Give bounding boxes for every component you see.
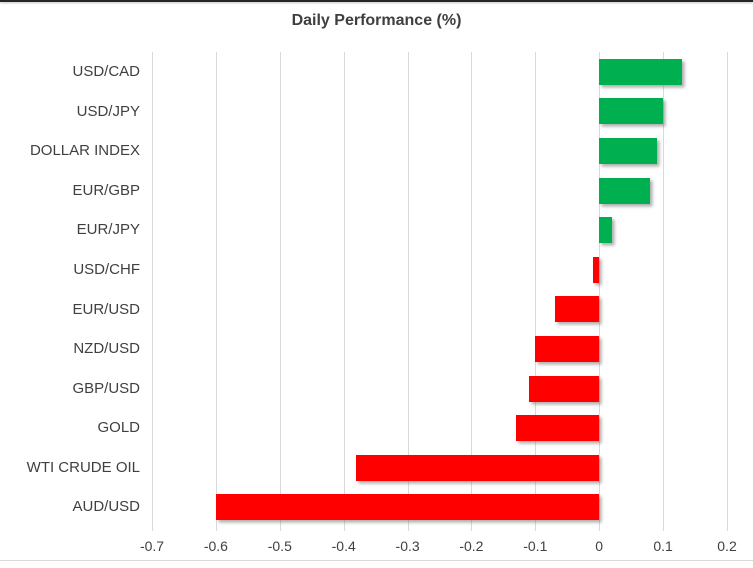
category-label-dollar-index: DOLLAR INDEX xyxy=(29,142,140,160)
x-tick-label--0.6: -0.6 xyxy=(203,538,228,554)
gridline-x--0.1 xyxy=(535,52,537,531)
gridline-x-0.1 xyxy=(663,52,665,531)
category-label-usd-cad: USD/CAD xyxy=(72,63,140,80)
category-label-eur-gbp: EUR/GBP xyxy=(72,181,140,199)
bar-usd-jpy xyxy=(599,98,664,125)
x-tick-label--0.1: -0.1 xyxy=(523,538,548,554)
bar-eur-gbp xyxy=(599,177,651,204)
bar-eur-jpy xyxy=(599,217,612,244)
bar-dollar-index xyxy=(599,138,657,164)
x-tick-label-0: 0 xyxy=(595,538,604,554)
x-tick-label-0.2: 0.2 xyxy=(717,538,737,554)
gridline-x--0.4 xyxy=(343,52,345,531)
category-label-nzd-usd: NZD/USD xyxy=(73,340,140,358)
category-label-gold: GOLD xyxy=(97,419,140,437)
bar-eur-usd xyxy=(554,296,600,323)
gridline-x-0 xyxy=(599,52,601,531)
category-label-usd-chf: USD/CHF xyxy=(73,260,140,278)
gridline-x--0.7 xyxy=(152,52,153,531)
category-label-usd-jpy: USD/JPY xyxy=(76,102,140,120)
x-tick-label--0.2: -0.2 xyxy=(459,538,484,554)
gridline-x--0.6 xyxy=(215,52,217,531)
gridline-x-0.2 xyxy=(727,52,728,531)
gridline-x--0.3 xyxy=(407,52,409,531)
category-label-gbp-usd: GBP/USD xyxy=(72,379,140,397)
category-label-aud-usd: AUD/USD xyxy=(72,498,140,516)
bar-gold xyxy=(516,415,600,441)
chart-title: Daily Performance (%) xyxy=(291,12,462,29)
category-label-eur-usd: EUR/USD xyxy=(72,300,140,318)
bar-usd-chf xyxy=(592,256,600,283)
x-tick-label-0.1: 0.1 xyxy=(653,538,673,554)
x-tick-label--0.7: -0.7 xyxy=(139,538,165,554)
category-label-eur-jpy: EUR/JPY xyxy=(76,221,140,239)
chart-bottom-border xyxy=(0,560,753,561)
plot-area xyxy=(152,52,728,531)
x-tick-label--0.3: -0.3 xyxy=(395,538,420,554)
bar-wti-crude-oil xyxy=(356,454,600,481)
x-tick-label--0.5: -0.5 xyxy=(267,538,292,554)
chart-top-border xyxy=(0,0,753,2)
bar-usd-cad xyxy=(599,58,683,85)
bar-nzd-usd xyxy=(535,335,600,362)
bar-aud-usd xyxy=(215,494,600,521)
x-tick-label--0.4: -0.4 xyxy=(331,538,356,554)
gridline-x--0.2 xyxy=(471,52,473,531)
bar-gbp-usd xyxy=(528,375,600,402)
category-label-wti-crude-oil: WTI CRUDE OIL xyxy=(26,458,140,476)
gridline-x--0.5 xyxy=(279,52,281,531)
